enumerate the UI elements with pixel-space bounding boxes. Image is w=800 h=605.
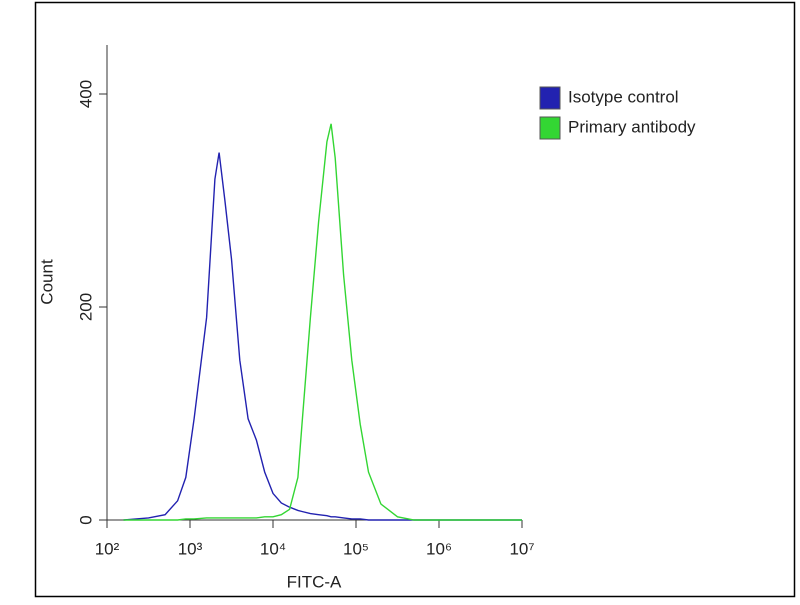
y-tick-label: 0 <box>76 515 95 524</box>
legend-label: Isotype control <box>568 87 679 106</box>
x-tick-label: 10⁵ <box>343 539 369 558</box>
legend-swatch <box>539 116 561 140</box>
x-tick-label: 10⁴ <box>260 539 286 558</box>
y-axis-label: Count <box>37 259 56 305</box>
frame <box>34 1 796 598</box>
x-axis-label: FITC-A <box>287 572 342 591</box>
x-tick-label: 10⁷ <box>509 539 534 558</box>
x-tick-label: 10³ <box>178 539 203 558</box>
y-tick-label: 400 <box>76 80 95 108</box>
legend-swatch <box>539 86 561 110</box>
x-tick-label: 10⁶ <box>426 539 452 558</box>
x-tick-label: 10² <box>95 539 120 558</box>
series-line <box>123 152 522 521</box>
y-tick-label: 200 <box>76 293 95 321</box>
legend-label: Primary antibody <box>568 117 696 136</box>
series-line <box>123 123 522 521</box>
